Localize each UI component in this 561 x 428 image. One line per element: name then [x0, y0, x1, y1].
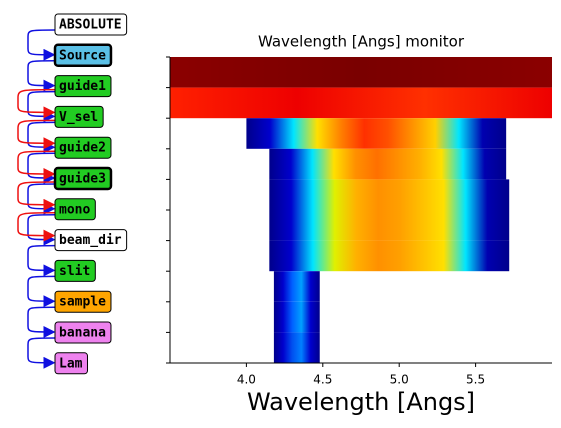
- node-box: [53, 166, 113, 191]
- arrow: [27, 306, 56, 338]
- node-label: mono: [59, 202, 90, 217]
- row-band: [273, 332, 320, 363]
- row-band: [246, 118, 507, 149]
- node-box: [54, 136, 112, 159]
- x-tick-label: 4.5: [313, 373, 332, 387]
- node-box: [54, 13, 128, 36]
- node: sample: [54, 290, 112, 313]
- arrow: [27, 275, 56, 308]
- arrow: [27, 29, 56, 61]
- row-band: [269, 179, 510, 210]
- row-band: [269, 148, 507, 180]
- node-box: [54, 198, 96, 221]
- arrow-red: [17, 88, 56, 119]
- node: mono: [54, 198, 96, 221]
- node-box: [53, 43, 113, 68]
- arrow: [27, 337, 56, 369]
- arrow: [27, 244, 56, 277]
- row-band: [269, 210, 510, 241]
- node: guide1: [54, 75, 112, 98]
- row-band: [273, 271, 320, 302]
- arrow-red: [17, 212, 56, 242]
- arrow: [27, 214, 56, 246]
- node-label: Lam: [59, 356, 83, 371]
- arrows: [17, 29, 56, 369]
- node: Lam: [54, 352, 88, 375]
- node: slit: [54, 259, 96, 282]
- x-axis-label: Wavelength [Angs]: [247, 388, 475, 416]
- node-box: [54, 290, 112, 313]
- node-label: guide2: [59, 141, 106, 156]
- node: guide3: [53, 166, 113, 191]
- node: ABSOLUTE: [54, 13, 128, 36]
- x-tick-label: 5.5: [466, 373, 485, 387]
- node: banana: [54, 321, 112, 344]
- node-box: [54, 75, 112, 98]
- node-box: [54, 105, 104, 128]
- node: guide2: [54, 136, 112, 159]
- arrow: [27, 60, 56, 92]
- plot: Wavelength [Angs] monitor Wavelength [An…: [166, 33, 552, 416]
- node-label: guide3: [59, 172, 106, 187]
- node-box: [54, 229, 128, 252]
- arrow: [27, 90, 56, 123]
- row-band: [170, 87, 552, 119]
- x-tick-label: 5.0: [390, 373, 409, 387]
- node: beam_dir: [54, 229, 128, 252]
- node-label: banana: [59, 326, 106, 341]
- arrow-red: [17, 150, 56, 180]
- nodes: ABSOLUTE Source guide1 V_sel guide2 guide3 mon…: [53, 13, 128, 375]
- node: V_sel: [54, 105, 104, 128]
- node: Source: [53, 43, 113, 68]
- node-label: Source: [59, 48, 106, 63]
- node-box: [54, 352, 88, 375]
- row-band: [269, 240, 510, 272]
- plot-title: Wavelength [Angs] monitor: [258, 33, 465, 51]
- node-label: V_sel: [59, 110, 98, 125]
- row-band: [273, 301, 320, 333]
- node-box: [54, 259, 96, 282]
- arrow: [27, 121, 56, 154]
- row-band: [170, 57, 552, 88]
- node-label: beam_dir: [59, 233, 122, 248]
- node-label: slit: [59, 264, 90, 279]
- x-tick-label: 4.0: [237, 373, 256, 387]
- arrow-red: [17, 119, 56, 150]
- node-box: [54, 321, 112, 344]
- node-label: sample: [59, 295, 106, 310]
- node-label: ABSOLUTE: [59, 18, 122, 33]
- arrow: [27, 152, 56, 184]
- arrow: [27, 183, 56, 215]
- node-label: guide1: [59, 79, 106, 94]
- arrow-red: [17, 181, 56, 211]
